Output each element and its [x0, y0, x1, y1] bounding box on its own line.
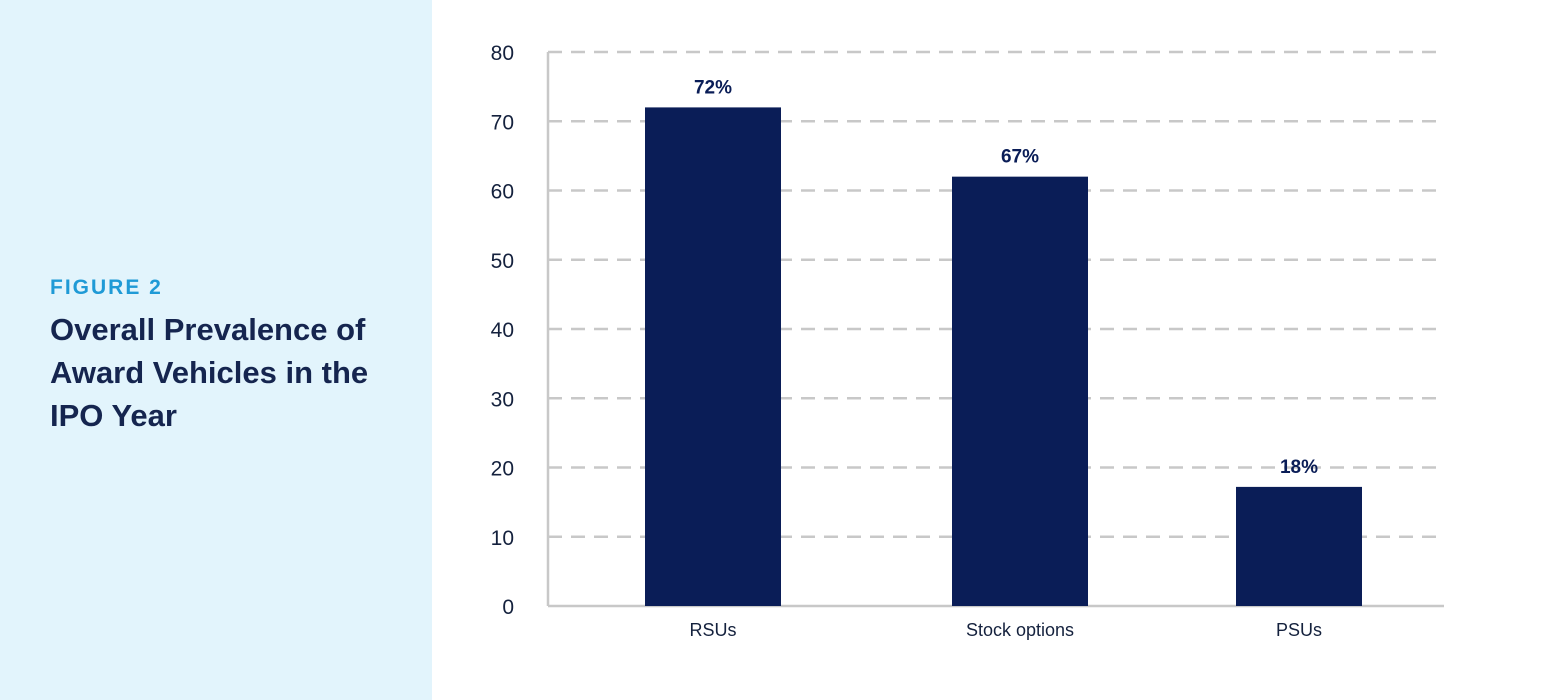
y-tick-label: 30: [491, 388, 514, 411]
y-tick-label: 60: [491, 181, 514, 204]
x-tick-label: PSUs: [1276, 620, 1322, 640]
figure-side-panel: FIGURE 2 Overall Prevalence of Award Veh…: [0, 0, 432, 700]
figure-label: FIGURE 2: [50, 276, 163, 299]
bar: [1236, 486, 1362, 606]
x-tick-label: RSUs: [689, 620, 736, 640]
bar-chart: 0 10 20 30 40 50 60 70 80 72% RSUs 67% Stock options…: [491, 42, 1444, 640]
data-label: 72%: [694, 77, 732, 98]
label-layer: 0 10 20 30 40 50 60 70 80 72% RSUs 67% Stock options…: [491, 42, 1322, 640]
bar-layer: [645, 107, 1362, 607]
bar: [645, 107, 781, 607]
data-label: 67%: [1001, 147, 1039, 168]
x-tick-label: Stock options: [966, 620, 1074, 640]
y-tick-label: 20: [491, 458, 514, 481]
y-tick-label: 0: [502, 596, 514, 619]
y-tick-label: 80: [491, 42, 514, 65]
y-tick-label: 10: [491, 527, 514, 550]
y-tick-label: 40: [491, 319, 514, 342]
data-label: 18%: [1280, 457, 1318, 478]
y-tick-label: 70: [491, 111, 514, 134]
figure-title: Overall Prevalence of Award Vehicles in …: [50, 312, 369, 433]
y-tick-label: 50: [491, 250, 514, 273]
bar: [952, 176, 1088, 606]
